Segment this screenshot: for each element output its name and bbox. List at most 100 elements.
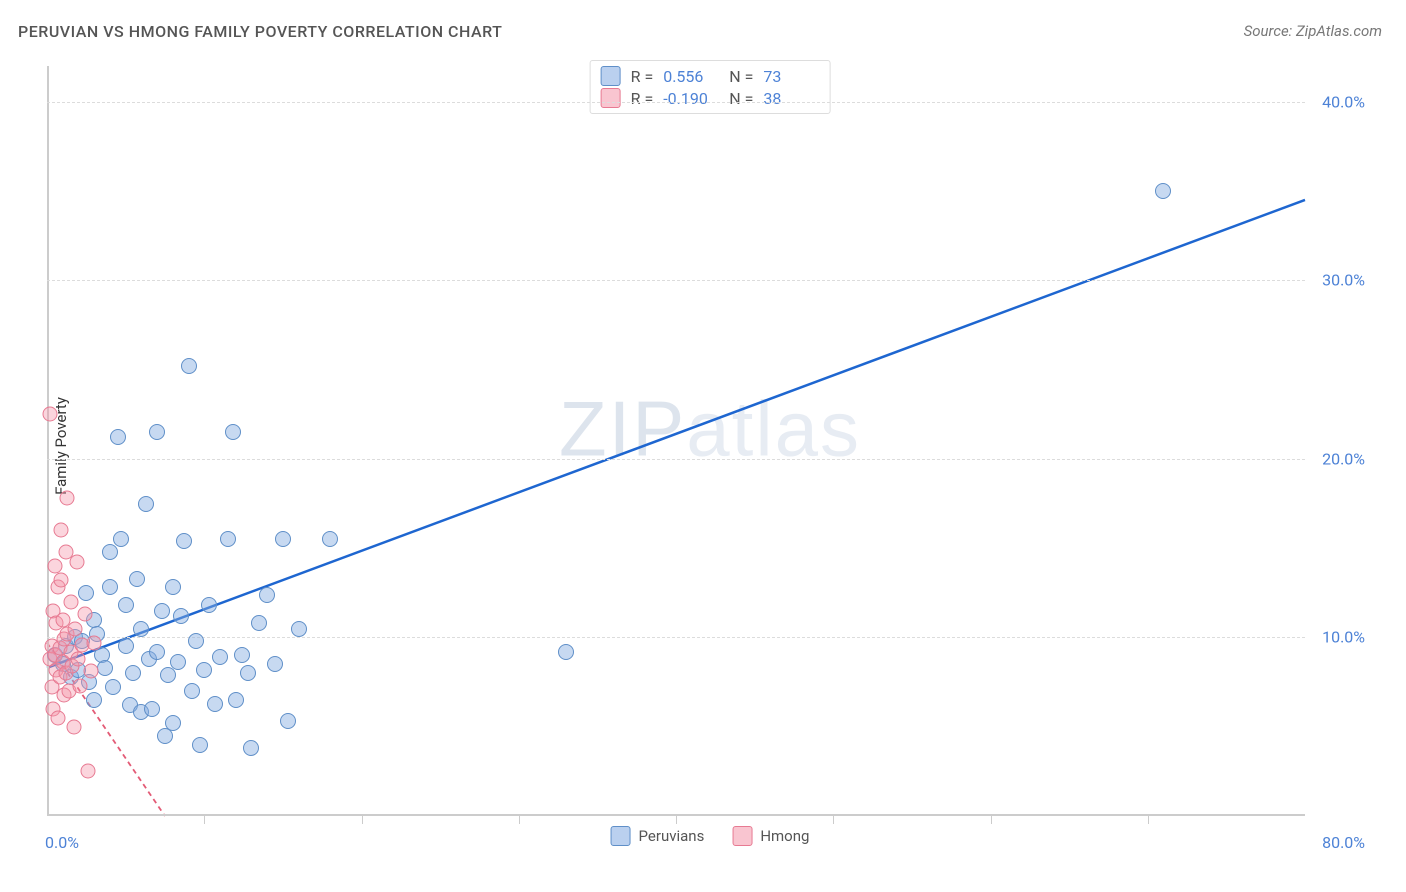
x-tick-mark [991, 816, 992, 824]
x-tick-label: 0.0% [45, 833, 79, 852]
data-point [77, 607, 92, 622]
data-point [84, 664, 99, 679]
data-point [86, 692, 102, 708]
data-point [192, 737, 208, 753]
data-point [54, 573, 69, 588]
x-tick-mark [1148, 816, 1149, 824]
data-point [201, 597, 217, 613]
data-point [51, 710, 66, 725]
gridline-h [47, 459, 1305, 460]
data-point [165, 579, 181, 595]
data-point [118, 597, 134, 613]
data-point [173, 608, 189, 624]
data-point [176, 533, 192, 549]
data-point [184, 683, 200, 699]
data-point [220, 531, 236, 547]
data-point [63, 594, 78, 609]
legend-swatch-icon [732, 826, 752, 846]
data-point [154, 603, 170, 619]
data-point [43, 407, 58, 422]
data-point [54, 523, 69, 538]
data-point [188, 633, 204, 649]
legend-item: Hmong [732, 826, 809, 846]
y-tick-label: 10.0% [1322, 628, 1365, 647]
n-value: 73 [763, 67, 819, 86]
x-tick-mark [833, 816, 834, 824]
data-point [138, 496, 154, 512]
data-point [125, 665, 141, 681]
data-point [165, 715, 181, 731]
source-label: Source: [1244, 22, 1293, 40]
y-tick-label: 20.0% [1322, 449, 1365, 468]
data-point [212, 649, 228, 665]
x-tick-mark [362, 816, 363, 824]
data-point [144, 701, 160, 717]
data-point [105, 679, 121, 695]
data-point [97, 660, 113, 676]
data-point [149, 644, 165, 660]
r-label: R = [631, 67, 654, 86]
legend-swatch-icon [601, 66, 621, 86]
trend-lines [45, 58, 1375, 848]
data-point [80, 764, 95, 779]
data-point [69, 555, 84, 570]
data-point [275, 531, 291, 547]
gridline-h [47, 280, 1305, 281]
data-point [113, 531, 129, 547]
y-tick-label: 40.0% [1322, 92, 1365, 111]
data-point [118, 638, 134, 654]
data-point [228, 692, 244, 708]
n-label: N = [729, 67, 753, 86]
data-point [291, 621, 307, 637]
data-point [78, 585, 94, 601]
gridline-h [47, 102, 1305, 103]
r-value: -0.190 [663, 89, 719, 108]
data-point [102, 544, 118, 560]
r-label: R = [631, 89, 654, 108]
chart-title: PERUVIAN VS HMONG FAMILY POVERTY CORRELA… [18, 22, 502, 41]
data-point [558, 644, 574, 660]
stat-row: R =-0.190N =38 [601, 87, 820, 109]
data-point [47, 559, 62, 574]
watermark: ZIPatlas [559, 384, 861, 475]
data-point [1155, 183, 1171, 199]
data-point [267, 656, 283, 672]
data-point [240, 665, 256, 681]
scatter-plot-area: ZIPatlas R =0.556N =73R =-0.190N =38 Per… [45, 58, 1375, 848]
data-point [102, 579, 118, 595]
data-point [87, 635, 102, 650]
legend-item: Peruvians [611, 826, 705, 846]
source-attribution: Source: ZipAtlas.com [1244, 22, 1382, 40]
data-point [207, 696, 223, 712]
data-point [234, 647, 250, 663]
source-value: ZipAtlas.com [1296, 22, 1382, 40]
data-point [225, 424, 241, 440]
data-point [196, 662, 212, 678]
data-point [60, 491, 75, 506]
data-point [280, 713, 296, 729]
n-value: 38 [763, 89, 819, 108]
r-value: 0.556 [663, 67, 719, 86]
data-point [170, 654, 186, 670]
data-point [129, 571, 145, 587]
data-point [181, 358, 197, 374]
x-tick-mark [519, 816, 520, 824]
gridline-h [47, 637, 1305, 638]
data-point [133, 621, 149, 637]
correlation-stats-legend: R =0.556N =73R =-0.190N =38 [590, 60, 831, 114]
data-point [66, 719, 81, 734]
data-point [322, 531, 338, 547]
data-point [71, 651, 86, 666]
y-tick-label: 30.0% [1322, 271, 1365, 290]
x-tick-mark [204, 816, 205, 824]
x-tick-mark [676, 816, 677, 824]
x-tick-label: 80.0% [1322, 833, 1365, 852]
legend-swatch-icon [601, 88, 621, 108]
data-point [259, 587, 275, 603]
stat-row: R = 0.556 N = 73 [601, 65, 820, 87]
data-point [68, 621, 83, 636]
legend-label: Peruvians [639, 827, 705, 845]
legend-swatch-icon [611, 826, 631, 846]
legend-label: Hmong [760, 827, 809, 845]
series-legend: Peruvians Hmong [611, 826, 810, 846]
